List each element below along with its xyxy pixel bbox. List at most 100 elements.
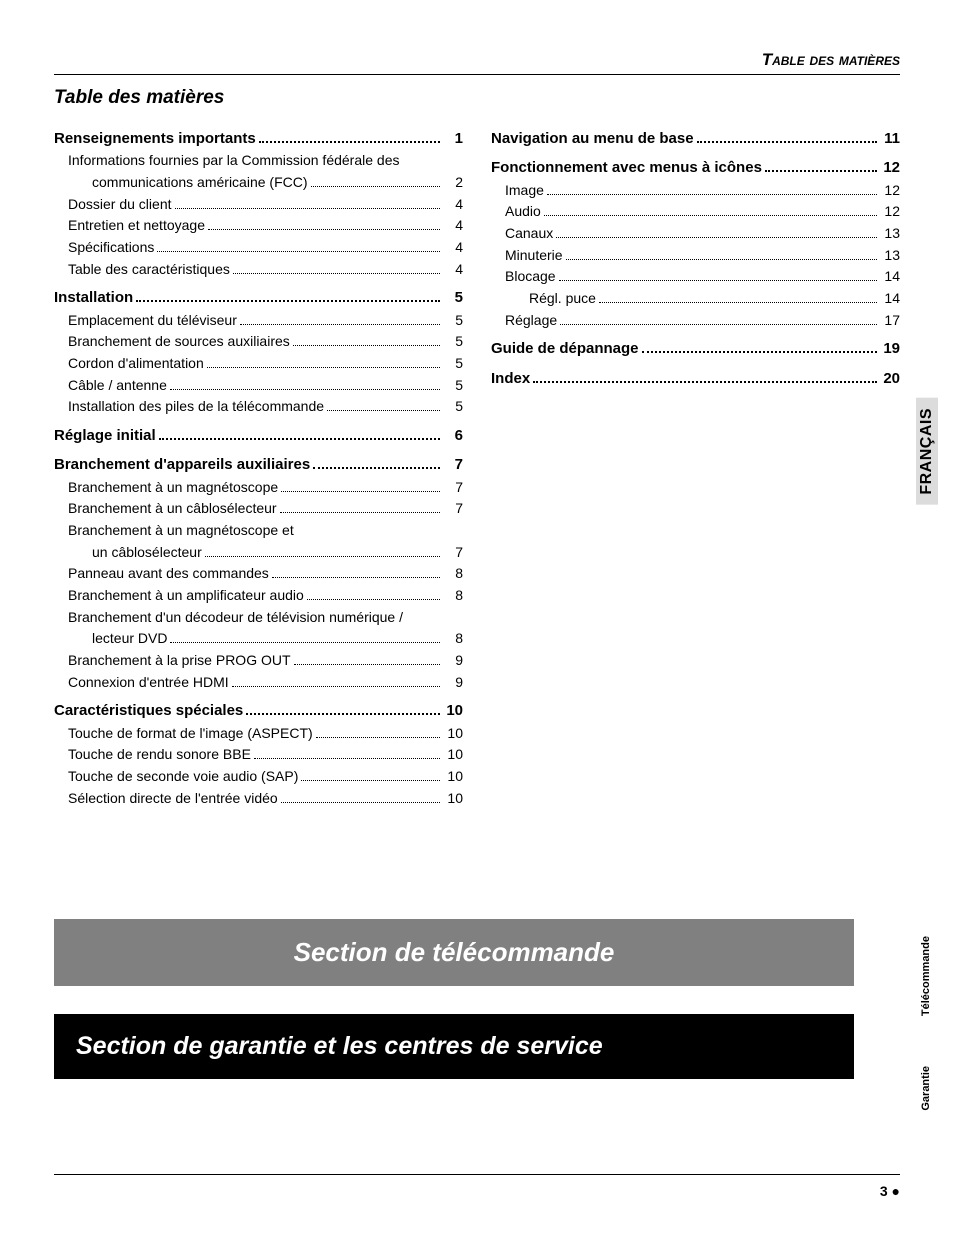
toc-page-number: 14 (880, 288, 900, 310)
toc-label: Cordon d'alimentation (68, 353, 204, 375)
toc-leader-dots (544, 205, 877, 216)
toc-page-number: 4 (443, 259, 463, 281)
toc-label: Touche de seconde voie audio (SAP) (68, 766, 298, 788)
toc-leader-dots (533, 371, 877, 383)
side-tab-remote-label: Télécommande (918, 930, 934, 1022)
toc-label: Réglage initial (54, 424, 156, 447)
toc-label: lecteur DVD (92, 628, 167, 650)
toc-label: Régl. puce (529, 288, 596, 310)
document-page: Table des matières Table des matières Re… (0, 0, 954, 1235)
toc-page-number: 5 (443, 331, 463, 353)
toc-entry: Connexion d'entrée HDMI9 (54, 672, 463, 694)
toc-page-number: 8 (443, 628, 463, 650)
toc-entry: Caractéristiques spéciales 10 (54, 699, 463, 722)
toc-page-number: 20 (880, 367, 900, 390)
toc-entry: Table des caractéristiques4 (54, 259, 463, 281)
toc-leader-dots (136, 290, 440, 302)
toc-page-number: 1 (443, 127, 463, 150)
toc-entry: Spécifications4 (54, 237, 463, 259)
toc-leader-dots (157, 241, 440, 252)
toc-page-number: 4 (443, 215, 463, 237)
toc-leader-dots (208, 219, 440, 230)
page-number: 3 (880, 1183, 888, 1199)
toc-column-right: Navigation au menu de base11Fonctionneme… (491, 121, 900, 809)
toc-entry: un câblosélecteur7 (54, 542, 463, 564)
toc-label: Branchement à un amplificateur audio (68, 585, 304, 607)
toc-leader-dots (316, 727, 440, 738)
toc-entry: Réglage initial6 (54, 424, 463, 447)
toc-page-number: 8 (443, 563, 463, 585)
toc-leader-dots (599, 292, 877, 303)
toc-label: Canaux (505, 223, 553, 245)
toc-page-number: 10 (443, 766, 463, 788)
toc-entry: lecteur DVD 8 (54, 628, 463, 650)
toc-leader-dots (556, 227, 877, 238)
toc-entry: Sélection directe de l'entrée vidéo 10 (54, 788, 463, 810)
toc-label: Câble / antenne (68, 375, 167, 397)
toc-page-number: 19 (880, 337, 900, 360)
toc-page-number: 11 (880, 127, 900, 150)
toc-label: Branchement d'appareils auxiliaires (54, 453, 310, 476)
toc-entry: Dossier du client4 (54, 194, 463, 216)
toc-entry: Branchement à un câblosélecteur7 (54, 498, 463, 520)
toc-entry: Emplacement du téléviseur5 (54, 310, 463, 332)
toc-page-number: 12 (880, 156, 900, 179)
toc-entry: Navigation au menu de base11 (491, 127, 900, 150)
side-tab-remote: Télécommande (918, 930, 934, 1022)
toc-entry: Installation5 (54, 286, 463, 309)
toc-leader-dots (566, 248, 877, 259)
toc-label: Blocage (505, 266, 556, 288)
toc-columns: Renseignements importants1Informations f… (54, 121, 900, 809)
toc-page-number: 10 (443, 699, 463, 722)
toc-page-number: 14 (880, 266, 900, 288)
side-tab-language: FRANÇAIS (916, 398, 938, 505)
toc-page-number: 10 (443, 723, 463, 745)
toc-leader-dots (240, 313, 440, 324)
side-tab-language-label: FRANÇAIS (916, 398, 938, 505)
toc-label: Installation des piles de la télécommand… (68, 396, 324, 418)
toc-label: Entretien et nettoyage (68, 215, 205, 237)
toc-entry: Régl. puce 14 (491, 288, 900, 310)
toc-label: Index (491, 367, 530, 390)
toc-entry: Index 20 (491, 367, 900, 390)
toc-entry: Informations fournies par la Commission … (54, 150, 463, 172)
running-header: Table des matières (54, 50, 900, 75)
toc-page-number: 8 (443, 585, 463, 607)
toc-entry: Audio12 (491, 201, 900, 223)
toc-label: Touche de rendu sonore BBE (68, 744, 251, 766)
toc-label: Branchement à un câblosélecteur (68, 498, 277, 520)
toc-page-number: 5 (443, 396, 463, 418)
toc-leader-dots (232, 676, 440, 687)
section-banner-warranty: Section de garantie et les centres de se… (54, 1014, 854, 1079)
toc-entry: Réglage17 (491, 310, 900, 332)
toc-page-number: 7 (443, 542, 463, 564)
toc-label: Branchement à un magnétoscope (68, 477, 278, 499)
toc-page-number: 4 (443, 237, 463, 259)
toc-label: Audio (505, 201, 541, 223)
toc-entry: Touche de seconde voie audio (SAP) 10 (54, 766, 463, 788)
toc-leader-dots (254, 748, 440, 759)
toc-label: Branchement de sources auxiliaires (68, 331, 290, 353)
toc-label: Dossier du client (68, 194, 172, 216)
toc-label: Sélection directe de l'entrée vidéo (68, 788, 278, 810)
toc-leader-dots (642, 341, 877, 353)
toc-entry: Renseignements importants1 (54, 127, 463, 150)
toc-entry: Canaux13 (491, 223, 900, 245)
toc-leader-dots (547, 183, 877, 194)
toc-label: Connexion d'entrée HDMI (68, 672, 229, 694)
toc-page-number: 2 (443, 172, 463, 194)
toc-page-number: 5 (443, 310, 463, 332)
toc-page-number: 12 (880, 180, 900, 202)
toc-leader-dots (280, 502, 440, 513)
toc-leader-dots (205, 545, 440, 556)
toc-label: communications américaine (FCC) (92, 172, 308, 194)
toc-leader-dots (259, 131, 440, 143)
toc-page-number: 10 (443, 788, 463, 810)
page-footer: 3 ● (54, 1174, 900, 1199)
side-tab-warranty-label: Garantie (918, 1060, 934, 1117)
toc-page-number: 9 (443, 650, 463, 672)
toc-entry: Minuterie13 (491, 245, 900, 267)
toc-label: Caractéristiques spéciales (54, 699, 243, 722)
toc-entry: Branchement à un amplificateur audio 8 (54, 585, 463, 607)
toc-label: Installation (54, 286, 133, 309)
